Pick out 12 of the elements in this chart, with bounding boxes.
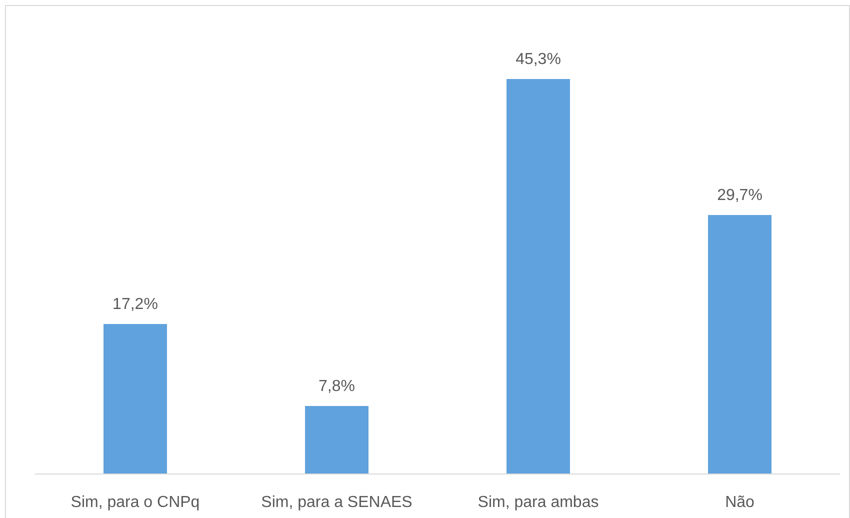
x-tick-label: Não: [725, 494, 755, 511]
x-tick-label: Sim, para o CNPq: [70, 494, 200, 511]
x-tick-label: Sim, para ambas: [478, 494, 599, 511]
data-label: 17,2%: [112, 296, 158, 314]
data-label: 29,7%: [717, 187, 762, 204]
bar: [506, 79, 570, 474]
data-label: 7,8%: [318, 378, 355, 395]
data-label: 45,3%: [516, 51, 561, 68]
bar: [305, 406, 368, 474]
bar: [708, 215, 772, 474]
bar: [104, 324, 167, 474]
x-tick-label: Sim, para a SENAES: [261, 494, 412, 511]
